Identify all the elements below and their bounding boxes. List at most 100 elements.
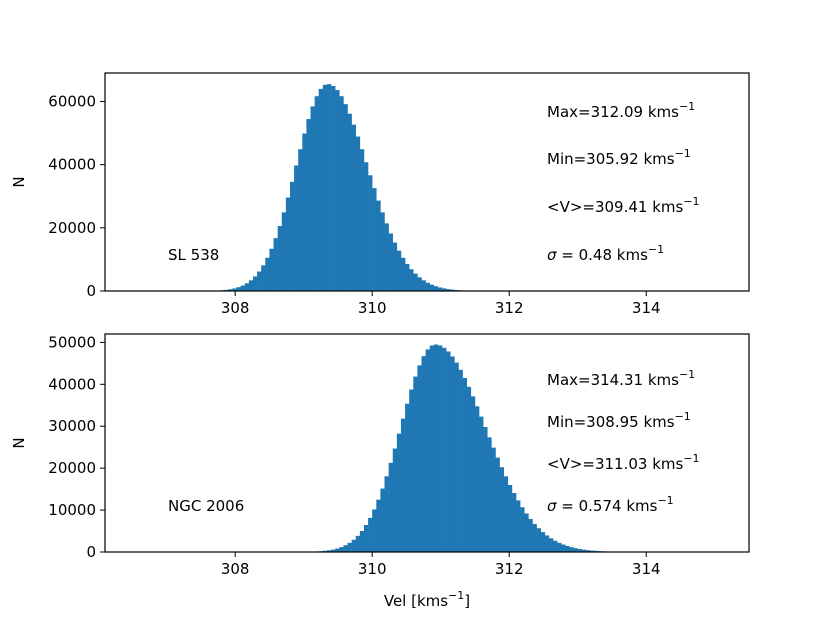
histogram-bar: [306, 119, 311, 291]
x-tick-label: 310: [358, 299, 387, 317]
histogram-bar: [359, 530, 365, 552]
ylabel-bottom: N: [10, 437, 28, 448]
histogram-bar: [516, 500, 521, 552]
histogram-bar: [503, 476, 509, 552]
y-tick-label: 40000: [48, 375, 96, 393]
axes-frame-top: [104, 72, 750, 292]
histogram-bar: [450, 356, 455, 552]
histogram-bar: [437, 345, 443, 552]
histogram-bar: [413, 273, 418, 291]
histogram-bar: [470, 396, 476, 552]
histogram-bar: [392, 242, 398, 291]
histogram-bar: [590, 550, 595, 552]
histogram-bar: [257, 271, 262, 291]
histogram-bar: [413, 376, 418, 552]
histogram-bar: [409, 269, 414, 291]
histogram-bar: [285, 197, 291, 291]
histogram-bar: [479, 416, 484, 552]
histogram-bar: [331, 86, 336, 291]
histogram-bar: [277, 225, 283, 291]
histogram-bar: [429, 345, 435, 552]
histogram-bar: [454, 362, 459, 552]
histogram-bar: [405, 263, 410, 291]
histogram-bar: [343, 545, 348, 552]
y-tick-label: 0: [86, 282, 96, 300]
y-tick-label: 10000: [48, 501, 96, 519]
annotation-sigma-bottom: σ = 0.574 kms−1: [547, 494, 674, 515]
cluster-label-top: SL 538: [168, 246, 219, 264]
annotation-sigma-top: σ = 0.48 kms−1: [547, 243, 664, 264]
histogram-bar: [585, 550, 591, 552]
histogram-bar: [417, 277, 422, 291]
histogram-bar: [355, 136, 361, 291]
histogram-bar: [363, 525, 369, 552]
histogram-bar: [252, 276, 258, 291]
histogram-bar: [409, 389, 414, 552]
histogram-bar: [528, 518, 533, 552]
annotation-max-bottom: Max=314.31 kms−1: [547, 368, 695, 389]
histogram-bar: [318, 88, 324, 291]
x-tick-label: 310: [358, 560, 387, 578]
histogram-bar: [442, 347, 447, 552]
y-tick-label: 60000: [48, 92, 96, 110]
bars-bottom: [310, 344, 620, 552]
histogram-bar: [347, 113, 352, 291]
histogram-bar: [326, 84, 332, 292]
histogram-bar: [232, 288, 237, 291]
histogram-bar: [228, 289, 233, 291]
histogram-bar: [355, 535, 361, 552]
histogram-bar: [289, 181, 295, 291]
histogram-bar: [273, 238, 278, 291]
histogram-bar: [244, 283, 250, 291]
histogram-bar: [240, 285, 246, 291]
histogram-bar: [405, 403, 410, 552]
histogram-bar: [343, 104, 348, 291]
yticks-bottom: 0 10000 20000 30000 40000 50000: [48, 333, 105, 561]
histogram-bar: [351, 124, 356, 292]
histogram-bar: [474, 406, 480, 552]
histogram-bar: [548, 538, 554, 552]
histogram-bar: [557, 542, 562, 552]
histogram-bar: [544, 535, 550, 552]
annotation-mean-top: <V>=309.41 kms−1: [547, 195, 700, 216]
histogram-bar: [569, 547, 574, 552]
histogram-bar: [536, 528, 541, 552]
histogram-bar: [359, 149, 365, 291]
y-tick-label: 40000: [48, 156, 96, 174]
histogram-bar: [495, 457, 500, 552]
histogram-bar: [458, 369, 463, 552]
annotation-min-top: Min=305.92 kms−1: [547, 147, 691, 168]
histogram-bar: [372, 509, 377, 552]
histogram-bar: [261, 265, 266, 291]
axes-frame-bottom: [104, 333, 750, 553]
annotation-max-top: Max=312.09 kms−1: [547, 100, 695, 121]
histogram-bar: [466, 386, 472, 552]
histogram-bar: [400, 257, 406, 291]
histogram-bar: [281, 212, 287, 291]
annotation-min-bottom: Min=308.95 kms−1: [547, 410, 691, 431]
y-tick-label: 20000: [48, 459, 96, 477]
histogram-bar: [236, 287, 241, 291]
histogram-bar: [339, 547, 344, 552]
histogram-bar: [302, 133, 307, 291]
histogram-bar: [425, 282, 430, 291]
histogram-bar: [421, 356, 426, 552]
histogram-bar: [400, 418, 406, 552]
histogram-bar: [269, 248, 274, 291]
histogram-bar: [396, 433, 402, 552]
histogram-bar: [372, 188, 377, 291]
histogram-bar: [384, 476, 389, 552]
histogram-bar: [487, 437, 492, 552]
x-tick-label: 308: [221, 560, 250, 578]
histogram-bar: [335, 548, 340, 552]
histogram-bar: [339, 96, 344, 292]
histogram-bar: [483, 427, 488, 552]
histogram-bar: [388, 462, 393, 552]
histogram-bar: [573, 548, 578, 552]
histogram-bar: [388, 233, 393, 291]
histogram-bar: [520, 507, 525, 552]
y-tick-label: 20000: [48, 219, 96, 237]
histogram-bar: [331, 549, 336, 552]
xticks-top: 308 310 312 314: [221, 291, 661, 317]
